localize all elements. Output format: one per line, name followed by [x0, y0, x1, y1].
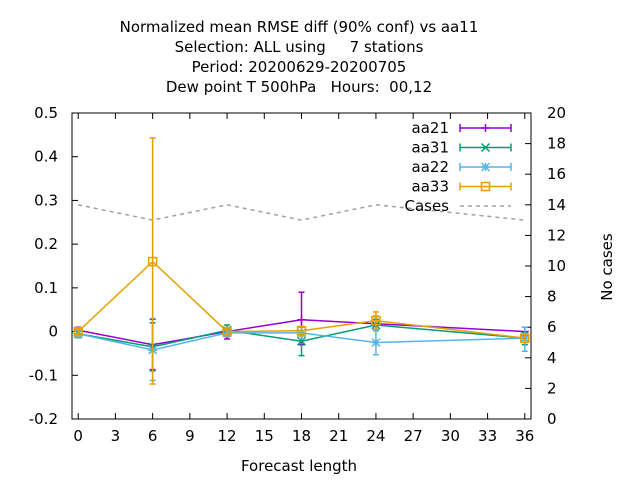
y2-tick-label: 4 — [547, 349, 557, 367]
data-point — [520, 333, 530, 343]
series-aa33 — [73, 137, 530, 385]
x-tick-label: 36 — [515, 427, 534, 445]
y2-tick-label: 2 — [547, 379, 557, 397]
legend-entry: aa22 — [412, 158, 512, 176]
plot-frame — [71, 112, 532, 420]
y-tick-label: 0.5 — [34, 104, 58, 122]
title-line-3: Period: 20200629-20200705 — [192, 58, 407, 76]
data-point — [296, 325, 307, 336]
y2-tick-label: 6 — [547, 318, 557, 336]
series-line — [78, 324, 525, 348]
x-axis-label: Forecast length — [241, 457, 357, 475]
y-tick-label: -0.1 — [29, 366, 58, 384]
legend-label: aa31 — [412, 139, 449, 157]
data-point — [371, 315, 381, 326]
x-tick-label: 18 — [292, 427, 311, 445]
x-tick-label: 21 — [329, 427, 348, 445]
data-point — [481, 124, 490, 132]
y-tick-label: 0 — [48, 323, 58, 341]
title-line-4: Dew point T 500hPa Hours: 00,12 — [166, 78, 432, 96]
x-tick-label: 33 — [478, 427, 497, 445]
cases-layer — [78, 204, 525, 221]
x-tick-label: 12 — [218, 427, 237, 445]
x-tick-label: 27 — [404, 427, 423, 445]
series-line — [77, 260, 525, 339]
y-tick-label: 0.3 — [34, 191, 58, 209]
x-tick-label: 30 — [441, 427, 460, 445]
y2-tick-label: 20 — [547, 104, 566, 122]
legend-entry: aa21 — [412, 119, 512, 137]
legend-label: aa22 — [412, 158, 449, 176]
series-line — [78, 319, 525, 346]
y2-tick-label: 0 — [547, 410, 557, 428]
y-tick-label: 0.4 — [34, 148, 58, 166]
legend-label: Cases — [404, 197, 449, 215]
legend-label: aa33 — [412, 178, 449, 196]
data-point — [371, 337, 381, 348]
series-line — [78, 332, 525, 351]
y2-tick-label: 12 — [547, 226, 566, 244]
data-point — [147, 256, 158, 267]
data-point — [480, 162, 491, 172]
data-point — [222, 326, 232, 337]
title-line-1: Normalized mean RMSE diff (90% conf) vs … — [120, 18, 479, 36]
data-point — [480, 142, 491, 153]
title-line-2: Selection: ALL using 7 stations — [175, 38, 424, 56]
legend-entry: Cases — [404, 197, 511, 215]
chart-title: Normalized mean RMSE diff (90% conf) vs … — [120, 18, 479, 96]
y2-tick-label: 8 — [547, 288, 557, 306]
y-tick-label: 0.2 — [34, 235, 58, 253]
series-layer — [73, 137, 530, 385]
legend-entry: aa31 — [412, 139, 512, 157]
error-bar — [372, 311, 379, 331]
data-point — [480, 181, 491, 192]
axes: -0.2-0.100.10.20.30.40.50246810121416182… — [29, 104, 566, 445]
x-tick-label: 15 — [255, 427, 274, 445]
x-tick-label: 9 — [185, 427, 195, 445]
x-tick-label: 6 — [148, 427, 158, 445]
x-tick-label: 0 — [73, 427, 83, 445]
y2-tick-label: 14 — [547, 196, 566, 214]
error-bar — [149, 137, 156, 385]
cases-line — [78, 204, 525, 221]
y-tick-label: -0.2 — [29, 410, 58, 428]
y2-tick-label: 18 — [547, 135, 566, 153]
y-tick-label: 0.1 — [34, 279, 58, 297]
legend-label: aa21 — [412, 119, 449, 137]
data-point — [297, 315, 306, 324]
x-tick-label: 3 — [111, 427, 121, 445]
error-bar — [75, 328, 82, 335]
y2-axis-label: No cases — [598, 233, 616, 301]
x-tick-label: 24 — [366, 427, 385, 445]
y2-tick-label: 10 — [547, 257, 566, 275]
legend-entry: aa33 — [412, 178, 512, 196]
data-point — [73, 326, 83, 337]
y2-tick-label: 16 — [547, 165, 566, 183]
